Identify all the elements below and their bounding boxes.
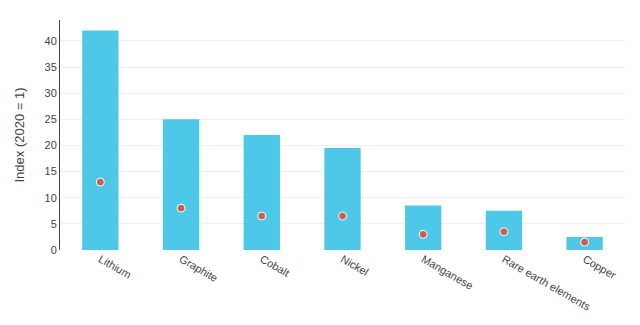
svg-text:20: 20 (45, 139, 57, 151)
svg-text:15: 15 (45, 165, 57, 177)
svg-text:Cobalt: Cobalt (258, 253, 292, 279)
svg-text:Nickel: Nickel (339, 253, 371, 278)
svg-text:25: 25 (45, 113, 57, 125)
svg-text:35: 35 (45, 61, 57, 73)
svg-text:Copper: Copper (581, 253, 619, 282)
svg-text:0: 0 (51, 244, 57, 256)
svg-text:5: 5 (51, 218, 57, 230)
svg-text:Index (2020 = 1): Index (2020 = 1) (12, 87, 27, 182)
svg-text:40: 40 (45, 35, 57, 47)
svg-text:Rare earth elements: Rare earth elements (500, 253, 593, 313)
svg-text:10: 10 (45, 192, 57, 204)
svg-text:30: 30 (45, 87, 57, 99)
svg-text:Manganese: Manganese (419, 253, 475, 292)
svg-text:Graphite: Graphite (177, 253, 220, 284)
svg-text:Lithium: Lithium (97, 253, 134, 281)
